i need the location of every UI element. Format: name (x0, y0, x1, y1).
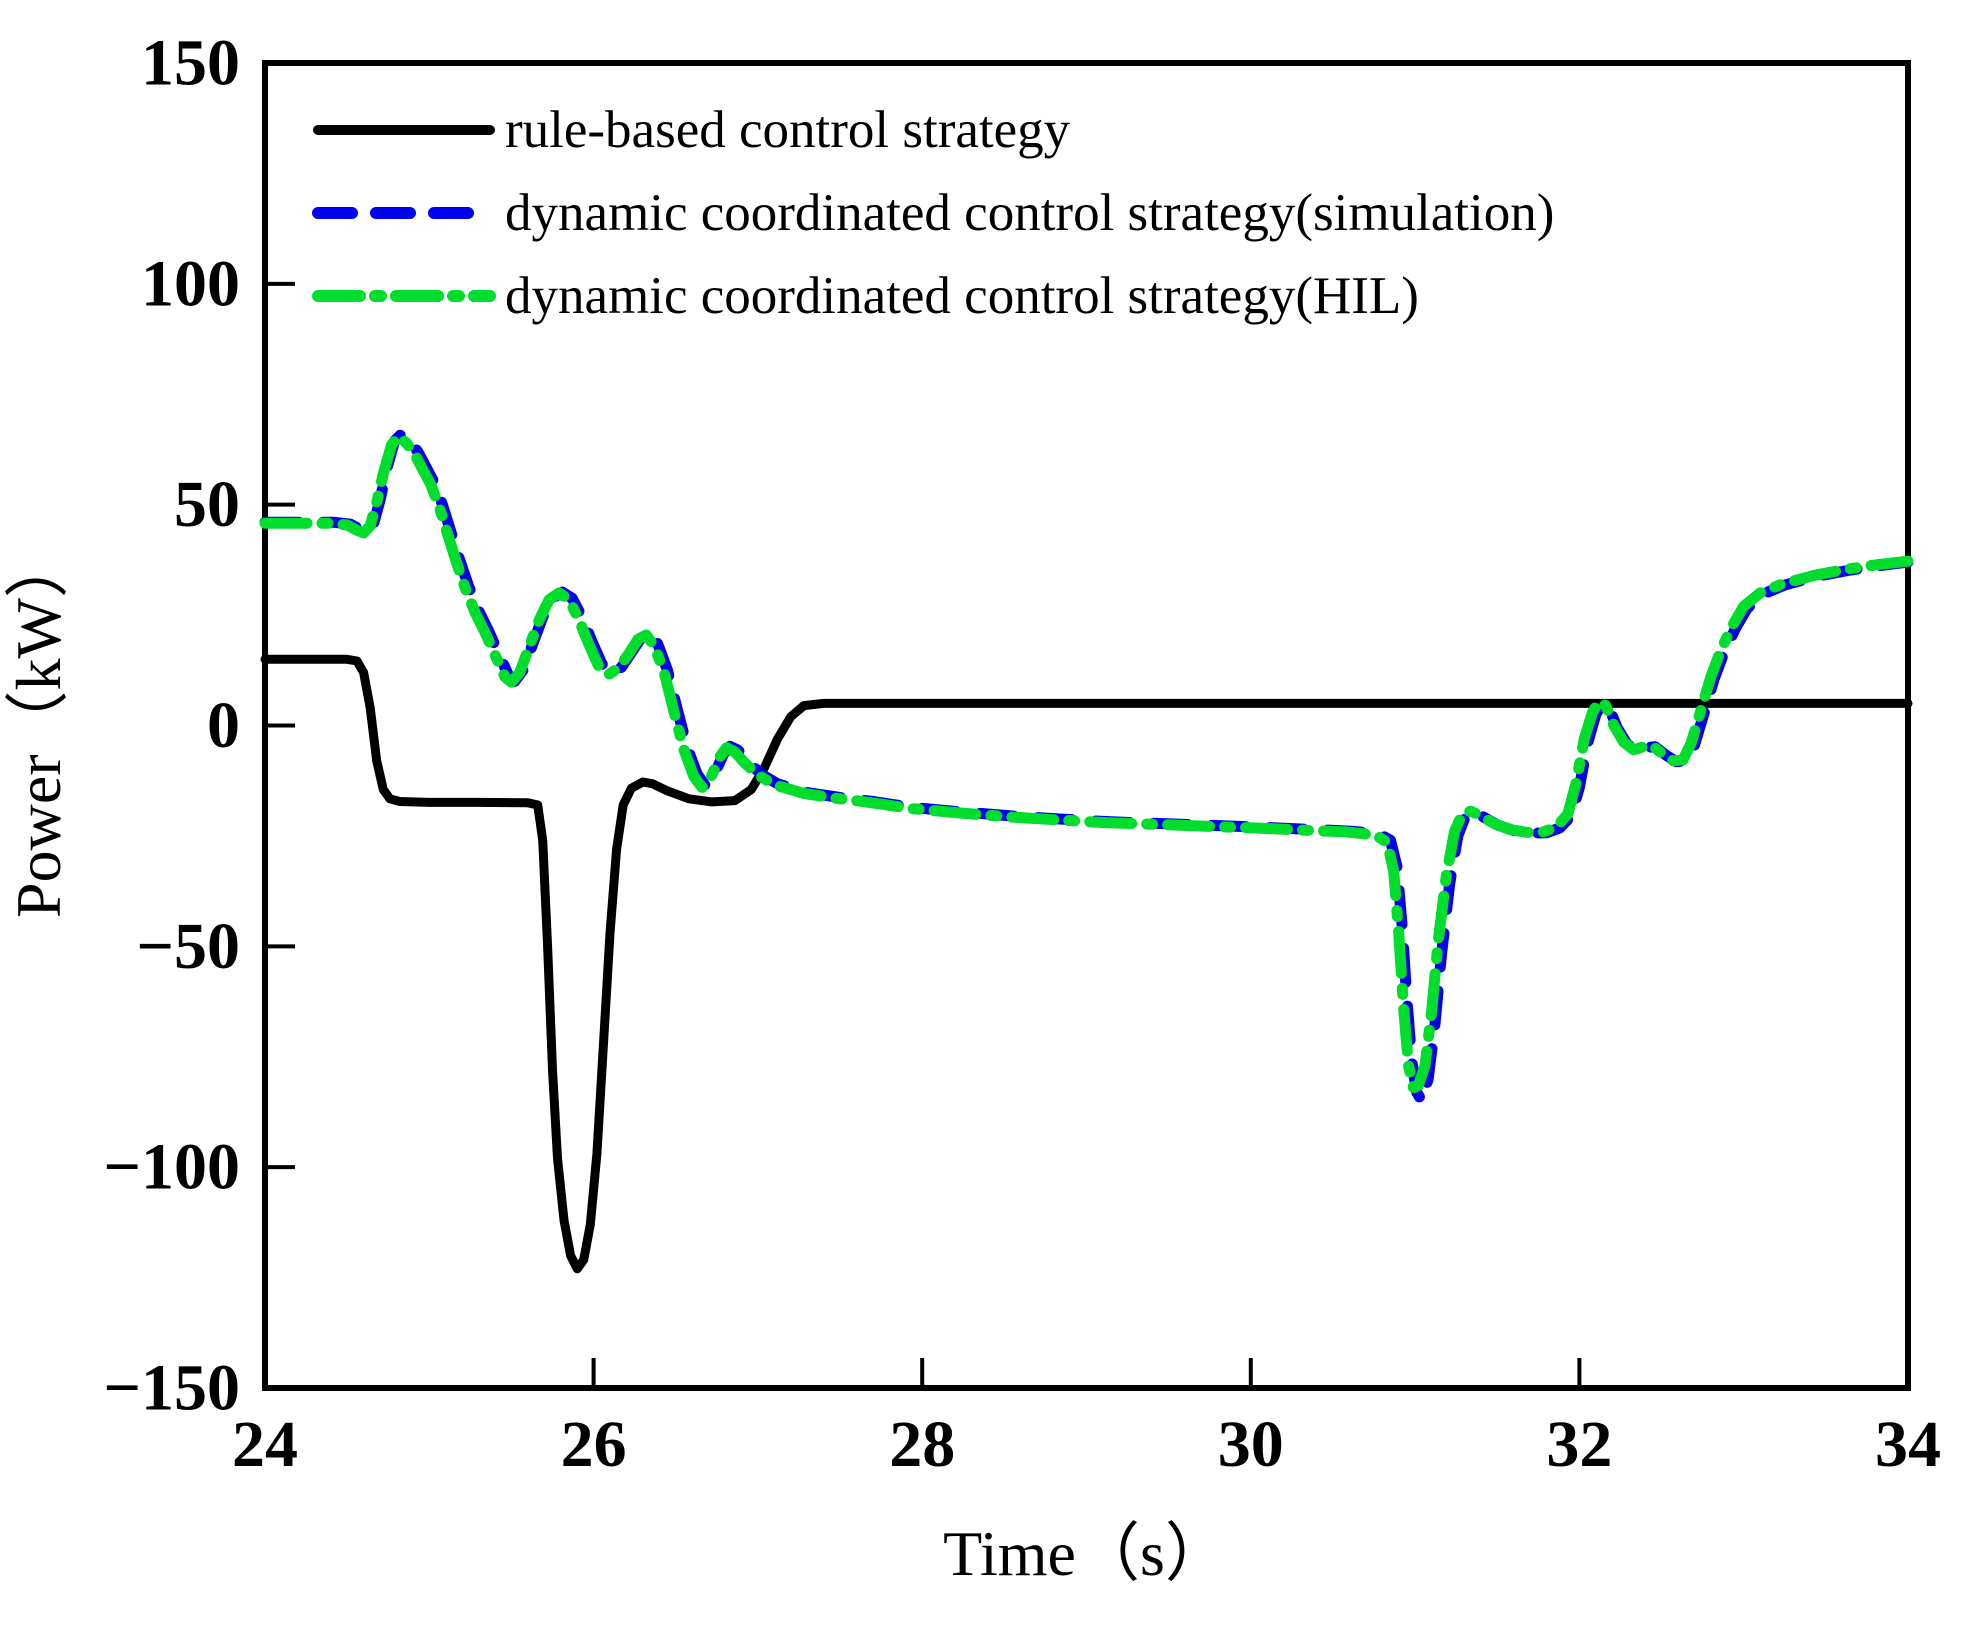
y-tick-label: 0 (207, 689, 240, 762)
y-tick-label: 50 (174, 468, 240, 541)
series-simulation-line (259, 428, 1914, 1107)
y-tick-label: 150 (141, 27, 240, 100)
x-tick-label: 34 (1875, 1408, 1941, 1481)
legend-label-hil: dynamic coordinated control strategy(HIL… (505, 267, 1419, 325)
legend-item-hil: dynamic coordinated control strategy(HIL… (312, 267, 1419, 325)
plot-frame (262, 60, 1911, 1391)
y-axis-title: Power（kW） (3, 534, 74, 918)
x-tick-label: 24 (232, 1408, 298, 1481)
y-tick-label: −150 (103, 1352, 240, 1425)
legend-label-rule-based: rule-based control strategy (505, 101, 1071, 159)
series-hil-line (259, 430, 1914, 1094)
y-tick-label: 100 (141, 247, 240, 320)
plot-border (262, 60, 1911, 1391)
x-axis-title: Time（s） (943, 1518, 1229, 1589)
x-tick-label: 28 (889, 1408, 955, 1481)
x-tick-label: 30 (1218, 1408, 1284, 1481)
axis-ticks (265, 281, 1582, 1388)
y-tick-label: −100 (103, 1131, 240, 1204)
legend-item-rule-based: rule-based control strategy (313, 101, 1071, 159)
legend-item-simulation: dynamic coordinated control strategy(sim… (312, 184, 1554, 242)
x-tick-label: 32 (1546, 1408, 1612, 1481)
series-rule-based-line (260, 654, 1913, 1274)
legend: rule-based control strategy dynamic coor… (312, 101, 1554, 325)
x-tick-label: 26 (561, 1408, 627, 1481)
legend-label-simulation: dynamic coordinated control strategy(sim… (505, 184, 1554, 242)
y-tick-label: −50 (136, 910, 240, 983)
tick-labels: 24 26 28 30 32 34 150 100 50 0 −50 −100 −150 (103, 27, 1941, 1482)
data-series (259, 428, 1914, 1274)
